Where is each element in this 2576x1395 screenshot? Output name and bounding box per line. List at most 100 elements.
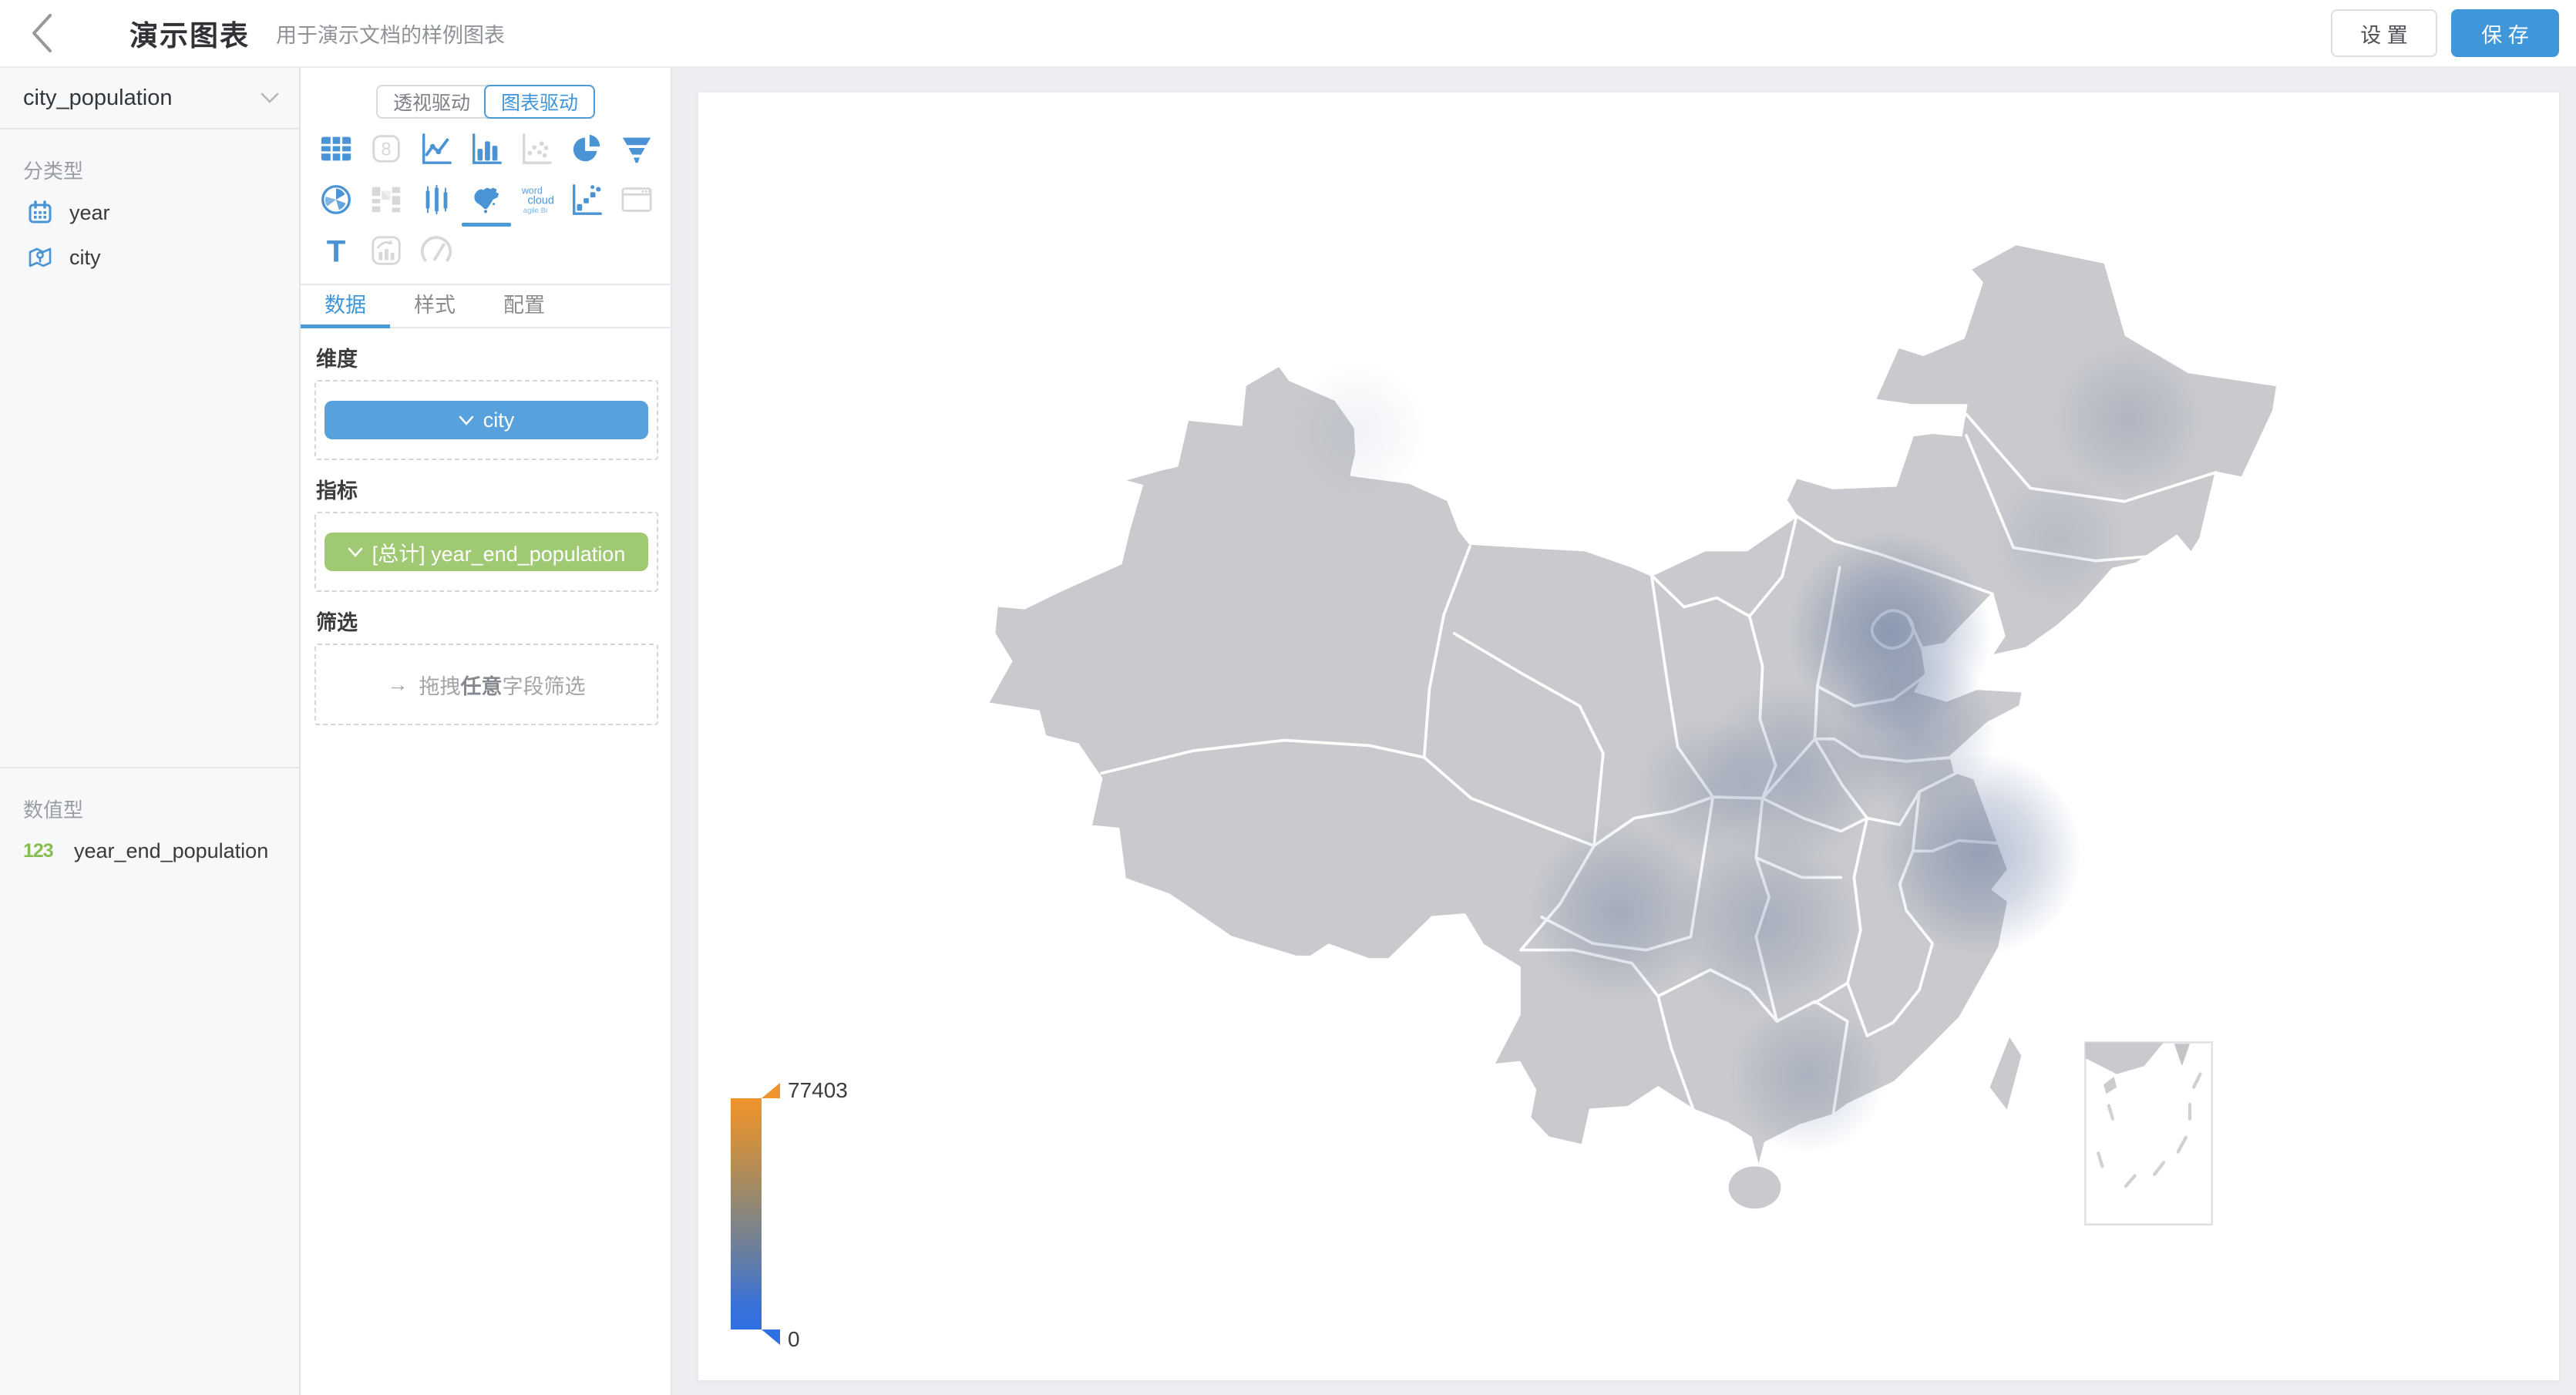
chart-config-panel: 透视驱动 图表驱动 8 (301, 68, 672, 1395)
iframe-card-icon (620, 187, 652, 212)
chart-type-iframe-button[interactable] (619, 182, 654, 217)
data-mapping-sections: 维度 city 指标 [总计] year_end_population (314, 342, 658, 725)
taiwan-island (1989, 1037, 2022, 1110)
number-card-icon: 8 (372, 135, 400, 163)
chart-type-parallel-button[interactable] (419, 182, 454, 217)
metric-chip-year-end-population[interactable]: [总计] year_end_population (325, 533, 648, 571)
text-icon: T (327, 234, 346, 268)
field-year[interactable]: year (0, 190, 299, 235)
parallel-bars-icon (425, 184, 448, 215)
chart-type-scatter-button[interactable] (519, 131, 554, 166)
field-city[interactable]: city (0, 235, 299, 280)
funnel-icon (622, 137, 651, 163)
mode-pivot-tab[interactable]: 透视驱动 (392, 92, 470, 114)
line-chart-icon (422, 133, 452, 164)
legend-gradient-bar (731, 1098, 762, 1329)
rose-chart-icon (321, 185, 351, 214)
svg-text:word: word (521, 185, 543, 196)
page-title: 演示图表 (129, 20, 250, 52)
chevron-left-icon (32, 14, 52, 52)
field-label: year_end_population (74, 839, 269, 862)
category-section-label: 分类型 (23, 160, 84, 183)
chip-label: city (483, 408, 515, 432)
filter-hint: 拖拽任意字段筛选 (419, 674, 586, 698)
tab-style[interactable]: 样式 (414, 294, 456, 317)
chart-type-gauge-button[interactable] (419, 233, 454, 268)
chevron-down-icon (261, 92, 279, 103)
svg-text:8: 8 (382, 140, 392, 160)
chart-canvas-area: 77403 0 (672, 68, 2576, 1395)
dataset-name: city_population (23, 85, 173, 110)
hainan-island (1728, 1166, 1781, 1209)
panel-divider (301, 284, 671, 285)
chart-type-sankey-button[interactable] (368, 182, 404, 217)
chevron-down-icon (348, 547, 362, 557)
config-tabs: 数据 样式 配置 (301, 285, 671, 328)
mode-chart-tab[interactable]: 图表驱动 (484, 85, 596, 119)
media-chart-icon (372, 236, 401, 265)
chart-type-grid: 8 (311, 131, 661, 268)
drag-arrow-icon: → (387, 672, 409, 696)
word-cloud-icon: word cloud agile Bi (521, 185, 554, 215)
south-china-sea-inset (2084, 1041, 2214, 1226)
field-label: city (69, 245, 101, 269)
metric-drop-zone[interactable]: [总计] year_end_population (314, 512, 658, 592)
calendar-icon (29, 200, 52, 224)
chart-type-waterfall-button[interactable] (569, 182, 604, 217)
pie-chart-icon (573, 134, 600, 162)
waterfall-icon (572, 184, 602, 215)
field-label: year (69, 200, 110, 224)
legend-min-value: 0 (788, 1327, 800, 1351)
dimension-drop-zone[interactable]: city (314, 380, 658, 460)
svg-text:cloud: cloud (527, 195, 553, 207)
chart-type-china-map-button[interactable] (469, 182, 504, 217)
back-button[interactable] (20, 12, 63, 55)
china-outline (987, 243, 2278, 1169)
chart-type-bar-chart-button[interactable] (469, 131, 504, 166)
tab-data[interactable]: 数据 (301, 285, 390, 328)
settings-button[interactable]: 设 置 (2331, 9, 2437, 57)
chevron-down-icon (459, 415, 473, 425)
metric-label: 指标 (316, 479, 358, 503)
dataset-selector[interactable]: city_population (0, 68, 299, 129)
chart-type-funnel-button[interactable] (619, 131, 654, 166)
dimension-chip-city[interactable]: city (325, 401, 648, 439)
filter-drop-zone[interactable]: → 拖拽任意字段筛选 (314, 644, 658, 725)
sankey-icon (372, 187, 401, 213)
dimension-label: 维度 (316, 348, 358, 371)
mode-switch: 透视驱动 图表驱动 (375, 85, 596, 119)
chart-type-rose-button[interactable] (318, 182, 354, 217)
filter-label: 筛选 (316, 611, 358, 634)
svg-text:agile Bi: agile Bi (523, 207, 547, 215)
numeric-type-icon: 123 (23, 840, 54, 862)
chart-type-wordcloud-button[interactable]: word cloud agile Bi (519, 182, 554, 217)
page-subtitle: 用于演示文档的样例图表 (276, 23, 505, 47)
map-pin-icon (29, 247, 52, 267)
china-map-icon (474, 187, 499, 213)
chart-type-text-button[interactable]: T (318, 233, 354, 268)
svg-text:T: T (327, 234, 346, 268)
chart-type-media-button[interactable] (368, 233, 404, 268)
legend-min-marker-icon (762, 1329, 780, 1345)
chart-type-number-card-button[interactable]: 8 (368, 131, 404, 166)
chart-type-pie-button[interactable] (569, 131, 604, 166)
chart-type-line-chart-button[interactable] (419, 131, 454, 166)
chip-label: [总计] year_end_population (372, 542, 626, 566)
numeric-section: 数值型 123 year_end_population (0, 767, 299, 873)
china-map[interactable] (977, 230, 2284, 1232)
legend-max-marker-icon (762, 1083, 780, 1098)
legend-max-value: 77403 (788, 1078, 848, 1102)
field-year-end-population[interactable]: 123 year_end_population (0, 829, 299, 873)
chart-type-table-button[interactable] (318, 131, 354, 166)
save-button[interactable]: 保 存 (2451, 9, 2559, 57)
header: 演示图表 用于演示文档的样例图表 设 置 保 存 (0, 0, 2576, 68)
numeric-section-label: 数值型 (23, 798, 84, 822)
field-sidebar: city_population 分类型 year cit (0, 68, 301, 1395)
chart-card: 77403 0 (698, 92, 2559, 1380)
tab-config[interactable]: 配置 (503, 294, 545, 317)
gauge-icon (421, 236, 452, 262)
table-icon (321, 136, 351, 161)
bar-chart-icon (472, 133, 502, 164)
scatter-plot-icon (522, 133, 552, 164)
